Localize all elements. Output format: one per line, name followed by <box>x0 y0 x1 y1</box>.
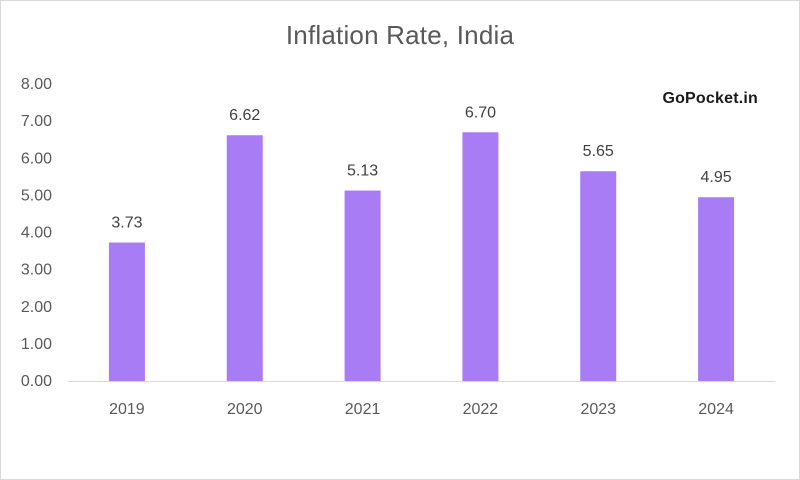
bar-2020 <box>226 135 263 381</box>
y-tick-label: 0.00 <box>21 373 52 390</box>
y-axis: 0.00 1.00 2.00 3.00 4.00 5.00 6.00 7.00 8.00 <box>21 76 52 390</box>
data-label-2019: 3.73 <box>111 215 142 232</box>
x-tick-label: 2022 <box>463 401 499 418</box>
x-tick-label: 2021 <box>345 401 381 418</box>
bars <box>108 132 735 381</box>
x-tick-label: 2024 <box>698 401 734 418</box>
chart-title: Inflation Rate, India <box>285 20 515 50</box>
x-tick-label: 2020 <box>227 401 263 418</box>
y-tick-label: 7.00 <box>21 113 52 130</box>
y-tick-label: 4.00 <box>21 225 52 242</box>
y-tick-label: 8.00 <box>21 76 52 93</box>
y-tick-label: 6.00 <box>21 150 52 167</box>
watermark-text: GoPocket.in <box>662 90 758 107</box>
data-label-2022: 6.70 <box>465 104 496 121</box>
bar-2023 <box>580 171 617 381</box>
y-tick-label: 2.00 <box>21 299 52 316</box>
bar-2022 <box>462 132 499 381</box>
y-tick-label: 1.00 <box>21 336 52 353</box>
bar-2024 <box>698 197 735 381</box>
data-label-2024: 4.95 <box>701 169 732 186</box>
x-tick-label: 2023 <box>580 401 616 418</box>
x-axis: 2019 2020 2021 2022 2023 2024 <box>68 381 775 418</box>
bar-2019 <box>108 242 145 381</box>
y-tick-label: 3.00 <box>21 262 52 279</box>
data-labels: 3.73 6.62 5.13 6.70 5.65 4.95 <box>111 104 731 231</box>
data-label-2021: 5.13 <box>347 163 378 180</box>
data-label-2023: 5.65 <box>583 143 614 160</box>
data-label-2020: 6.62 <box>229 107 260 124</box>
bar-2021 <box>344 190 381 381</box>
x-tick-label: 2019 <box>109 401 145 418</box>
y-tick-label: 5.00 <box>21 187 52 204</box>
